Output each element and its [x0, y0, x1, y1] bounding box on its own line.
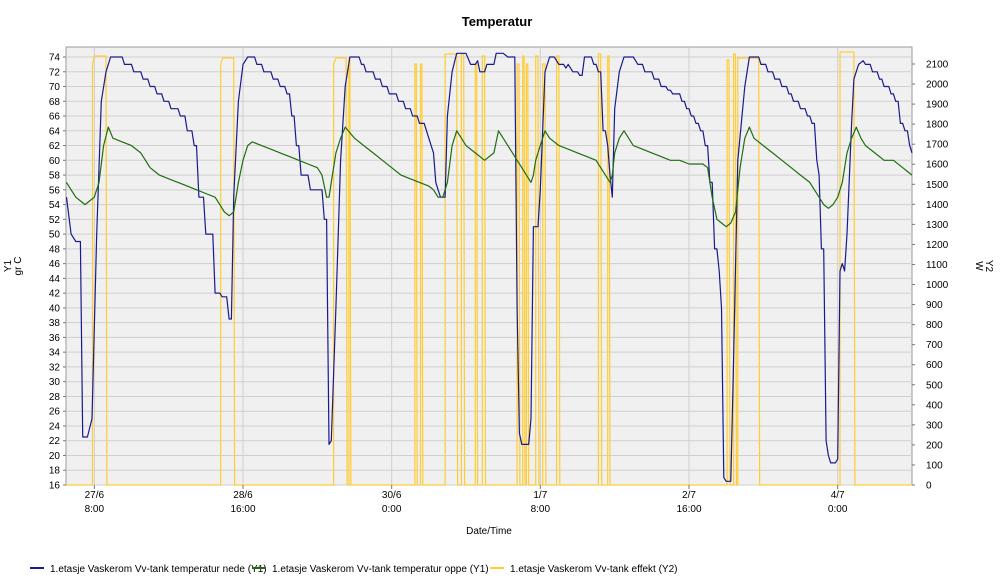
y1-tick-label: 46 — [49, 259, 61, 270]
y2-tick-label: 0 — [926, 481, 932, 492]
y1-tick-label: 16 — [49, 481, 61, 492]
y2-tick-label: 1800 — [926, 120, 949, 131]
y2-tick-label: 1100 — [926, 260, 948, 271]
y2-tick-label: 1600 — [926, 160, 949, 171]
y1-tick-label: 20 — [49, 451, 61, 462]
y1-axis-unit: gr C — [13, 257, 24, 276]
y1-tick-label: 68 — [49, 97, 61, 108]
y2-tick-label: 600 — [926, 360, 943, 371]
y2-tick-label: 1000 — [926, 280, 949, 291]
y1-tick-label: 38 — [49, 318, 61, 329]
legend-label-effekt: 1.etasje Vaskerom Vv-tank effekt (Y2) — [510, 564, 677, 575]
y1-tick-label: 50 — [49, 230, 61, 241]
y2-axis-unit: W — [973, 261, 984, 271]
x-tick-label: 1/7 — [533, 490, 547, 501]
series-line-oppe — [65, 126, 913, 228]
x-axis: 27/6 8:00 28/6 16:00 30/6 0:00 1/7 8:00 2/7 16:00… — [85, 485, 848, 515]
y1-tick-label: 72 — [49, 67, 61, 78]
y1-tick-label: 32 — [49, 362, 61, 373]
y2-tick-label: 300 — [926, 420, 943, 431]
y1-tick-label: 22 — [49, 436, 61, 447]
y1-tick-label: 18 — [49, 466, 61, 477]
chart-title: Temperatur — [462, 14, 533, 29]
x-tick-label: 4/7 — [831, 490, 845, 501]
y1-axis-label: Y1 gr C — [3, 257, 24, 276]
y1-tick-label: 30 — [49, 377, 61, 388]
y1-tick-label: 74 — [49, 53, 61, 64]
y2-axis: 0 100 200 300 400 500 600 700 800 900 1000 1100 1200… — [912, 60, 949, 492]
y2-tick-label: 800 — [926, 320, 943, 331]
x-tick-label: 2/7 — [682, 490, 696, 501]
x-tick-label: 0:00 — [828, 504, 848, 515]
y1-tick-label: 64 — [49, 126, 61, 137]
y1-axis: 16 18 20 22 24 26 28 30 32 34 36 38 40 42 44 46 48 50 52 54… — [49, 53, 66, 492]
x-tick-label: 27/6 — [85, 490, 105, 501]
legend: 1.etasje Vaskerom Vv-tank temperatur ned… — [30, 564, 677, 575]
y1-axis-label-line: Y1 — [3, 259, 14, 272]
y2-tick-label: 2100 — [926, 60, 949, 71]
y1-tick-label: 40 — [49, 303, 61, 314]
y1-tick-label: 56 — [49, 185, 61, 196]
x-tick-label: 0:00 — [382, 504, 402, 515]
y2-tick-label: 400 — [926, 400, 943, 411]
y1-tick-label: 28 — [49, 392, 61, 403]
y2-tick-label: 200 — [926, 440, 943, 451]
y2-tick-label: 1900 — [926, 100, 949, 111]
y1-tick-label: 54 — [49, 200, 61, 211]
y2-tick-label: 1700 — [926, 140, 949, 151]
x-tick-label: 30/6 — [382, 490, 402, 501]
y1-tick-label: 60 — [49, 156, 61, 167]
y1-tick-label: 34 — [49, 348, 61, 359]
y2-tick-label: 100 — [926, 460, 943, 471]
y1-tick-label: 48 — [49, 244, 61, 255]
legend-label-nede: 1.etasje Vaskerom Vv-tank temperatur ned… — [50, 564, 267, 575]
y2-tick-label: 1400 — [926, 200, 949, 211]
y1-tick-label: 58 — [49, 171, 61, 182]
y1-tick-label: 36 — [49, 333, 61, 344]
series-line-nede — [65, 52, 913, 482]
y2-tick-label: 500 — [926, 380, 943, 391]
x-axis-label: Date/Time — [466, 526, 512, 537]
x-tick-label: 16:00 — [230, 504, 255, 515]
legend-label-oppe: 1.etasje Vaskerom Vv-tank temperatur opp… — [272, 564, 489, 575]
y2-axis-label: Y2W — [973, 260, 994, 273]
y1-tick-label: 24 — [49, 421, 61, 432]
x-tick-label: 8:00 — [531, 504, 551, 515]
y1-tick-label: 44 — [49, 274, 61, 285]
y2-tick-label: 1500 — [926, 180, 949, 191]
y1-tick-label: 70 — [49, 82, 61, 93]
y1-tick-label: 66 — [49, 112, 61, 123]
y2-tick-label: 900 — [926, 300, 943, 311]
plot-area — [65, 46, 913, 486]
y2-tick-label: 2000 — [926, 80, 949, 91]
y2-tick-label: 1200 — [926, 240, 949, 251]
series-line-effekt — [66, 51, 912, 486]
y1-tick-label: 42 — [49, 289, 61, 300]
series-lines — [65, 51, 913, 486]
x-tick-label: 8:00 — [85, 504, 105, 515]
y2-tick-label: 1300 — [926, 220, 949, 231]
y1-tick-label: 26 — [49, 407, 61, 418]
y2-tick-label: 700 — [926, 340, 943, 351]
y1-tick-label: 62 — [49, 141, 61, 152]
y2-axis-label-line: Y2 — [983, 260, 994, 273]
x-tick-label: 28/6 — [233, 490, 253, 501]
x-tick-label: 16:00 — [676, 504, 701, 515]
y1-tick-label: 52 — [49, 215, 61, 226]
